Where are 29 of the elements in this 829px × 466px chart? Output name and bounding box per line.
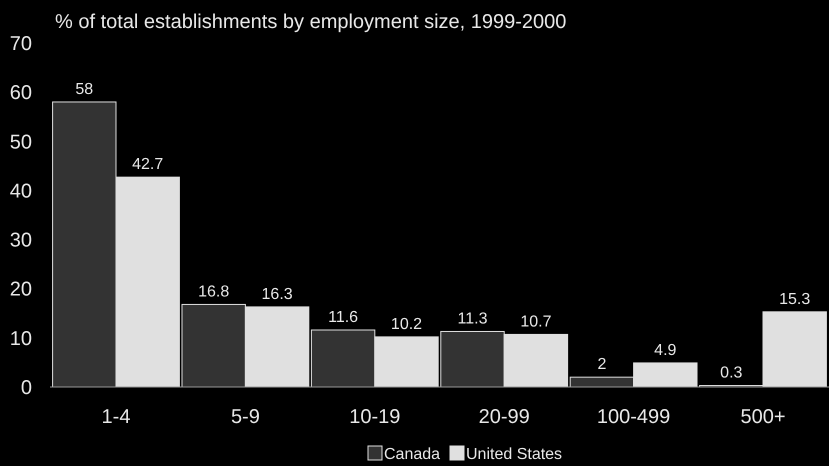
- y-tick-label: 0: [20, 377, 32, 399]
- x-tick-label: 5-9: [230, 406, 260, 428]
- y-tick-label: 40: [10, 180, 32, 202]
- data-label: 2: [597, 356, 606, 374]
- data-label: 15.3: [779, 290, 810, 308]
- data-label: 10.2: [390, 316, 422, 333]
- y-tick-label: 20: [10, 278, 32, 301]
- data-label: 42.7: [132, 156, 164, 174]
- data-label: 4.9: [654, 342, 677, 359]
- data-label: 11.6: [328, 308, 358, 326]
- data-label: 11.3: [458, 310, 488, 328]
- y-tick-label: 10: [10, 328, 32, 350]
- y-tick-label: 60: [10, 82, 32, 104]
- x-tick-label: 1-4: [102, 406, 130, 428]
- chart-title: % of total establishments by employment size, 1999-2000: [55, 11, 566, 33]
- y-tick-label: 70: [10, 33, 32, 55]
- data-label: 10.7: [520, 313, 552, 330]
- legend-label: Canada: [384, 446, 440, 463]
- data-label: 16.8: [198, 283, 230, 300]
- y-tick-label: 30: [10, 230, 32, 252]
- x-tick-label: 10-19: [349, 406, 400, 428]
- legend-label: United States: [466, 446, 562, 463]
- x-tick-label: 100-499: [596, 406, 670, 428]
- y-tick-label: 50: [10, 131, 32, 154]
- data-label: 0.3: [720, 364, 743, 382]
- data-label: 16.3: [262, 286, 293, 303]
- data-label: 58: [75, 80, 94, 98]
- x-tick-label: 500+: [740, 406, 786, 428]
- x-tick-label: 20-99: [478, 406, 530, 428]
